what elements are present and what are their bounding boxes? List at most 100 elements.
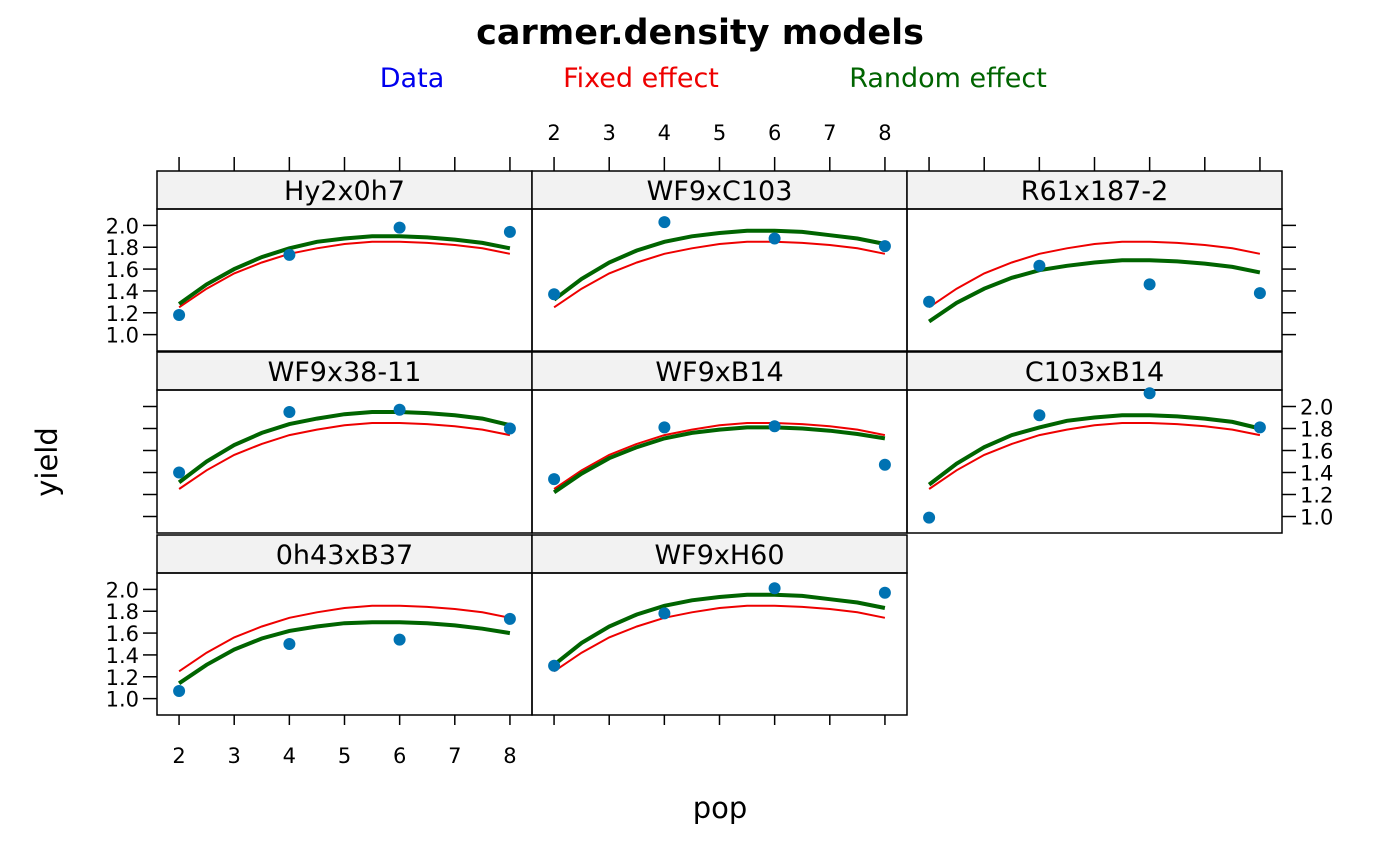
strip-0h43xB37 <box>156 534 533 574</box>
panel-frame-WF9xB14 <box>531 389 908 534</box>
data-point-C103xB14-0 <box>923 511 936 524</box>
strip-R61x187-2 <box>906 170 1283 210</box>
data-point-R61x187-2-0 <box>923 295 936 308</box>
panel-0h43xB37: 0h43xB37 <box>156 534 533 716</box>
data-point-WF9xH60-3 <box>878 586 891 599</box>
x-tick-label-top-1: 3 <box>603 121 616 145</box>
data-point-Hy2x0h7-2 <box>393 221 406 234</box>
random-effect-line-WF9x38-11 <box>177 410 511 484</box>
data-point-Hy2x0h7-0 <box>173 309 186 321</box>
fixed-effect-line-R61x187-2 <box>928 240 1261 309</box>
y-tick-label-left-2-0: 1.0 <box>106 688 139 712</box>
y-tick-label-left-0-5: 2.0 <box>106 214 139 238</box>
panel-frame-WF9xC103 <box>531 208 908 352</box>
strip-Hy2x0h7 <box>156 170 533 210</box>
panel-WF9xH60: WF9xH60 <box>531 534 908 716</box>
data-point-R61x187-2-3 <box>1253 287 1266 300</box>
data-point-WF9xH60-0 <box>548 659 561 672</box>
data-point-Hy2x0h7-3 <box>503 225 516 238</box>
y-tick-label-left-2-2: 1.4 <box>106 644 139 668</box>
x-tick-label-top-0: 2 <box>547 121 560 145</box>
random-effect-line-0h43xB37 <box>177 620 511 685</box>
x-tick-label-bottom-2: 4 <box>283 744 296 768</box>
strip-WF9x38-11 <box>156 351 533 391</box>
fixed-effect-line-Hy2x0h7 <box>178 240 511 309</box>
random-effect-line-WF9xH60 <box>552 592 886 667</box>
x-tick-label-top-6: 8 <box>878 121 891 145</box>
data-point-0h43xB37-2 <box>393 633 406 646</box>
data-point-R61x187-2-1 <box>1033 259 1046 272</box>
y-tick-label-left-2-4: 1.8 <box>106 600 139 624</box>
y-tick-label-right-1: 1.2 <box>1300 484 1333 508</box>
x-tick-label-bottom-5: 7 <box>448 744 461 768</box>
y-tick-label-left-0-2: 1.4 <box>106 280 139 304</box>
legend-random-effect: Random effect <box>849 63 1047 94</box>
data-point-WF9xC103-1 <box>658 216 671 229</box>
y-tick-label-left-2-5: 2.0 <box>106 578 139 602</box>
data-point-WF9x38-11-3 <box>503 422 516 435</box>
data-point-R61x187-2-2 <box>1143 278 1156 291</box>
random-effect-line-WF9xB14 <box>552 425 886 494</box>
x-tick-label-bottom-1: 3 <box>228 744 241 768</box>
panel-frame-0h43xB37 <box>156 572 533 716</box>
fixed-effect-line-C103xB14 <box>928 422 1261 490</box>
random-effect-line-WF9xC103 <box>552 228 886 302</box>
x-tick-label-bottom-3: 5 <box>338 744 351 768</box>
y-tick-label-left-0-3: 1.6 <box>106 258 139 282</box>
data-point-C103xB14-2 <box>1143 387 1156 400</box>
y-tick-label-left-0-4: 1.8 <box>106 236 139 260</box>
fixed-effect-line-0h43xB37 <box>178 604 511 673</box>
data-point-WF9x38-11-0 <box>173 466 186 479</box>
x-tick-label-top-3: 5 <box>713 121 726 145</box>
y-tick-label-right-2: 1.4 <box>1300 462 1333 486</box>
strip-label-WF9xB14: WF9xB14 <box>655 357 783 388</box>
panel-WF9x38-11: WF9x38-11 <box>156 351 533 534</box>
panel-C103xB14: C103xB14 <box>906 351 1283 534</box>
y-tick-label-left-2-3: 1.6 <box>106 622 139 646</box>
fixed-effect-line-WF9xH60 <box>553 604 886 673</box>
data-point-WF9xC103-3 <box>878 240 891 253</box>
panel-frame-WF9x38-11 <box>156 389 533 534</box>
strip-label-WF9xH60: WF9xH60 <box>654 540 784 571</box>
fixed-effect-line-WF9x38-11 <box>178 422 511 490</box>
legend-fixed-effect: Fixed effect <box>563 63 719 94</box>
data-point-Hy2x0h7-1 <box>283 248 296 261</box>
panel-frame-WF9xH60 <box>531 572 908 716</box>
data-point-WF9x38-11-2 <box>393 403 406 416</box>
data-point-WF9xH60-1 <box>658 607 671 620</box>
y-tick-label-left-0-0: 1.0 <box>106 324 139 348</box>
x-tick-label-bottom-6: 8 <box>503 744 516 768</box>
chart-title: carmer.density models <box>476 13 924 53</box>
data-point-C103xB14-3 <box>1253 421 1266 434</box>
y-tick-label-right-0: 1.0 <box>1300 506 1333 530</box>
panel-WF9xB14: WF9xB14 <box>531 351 908 534</box>
fixed-effect-line-WF9xC103 <box>553 240 886 309</box>
panel-frame-R61x187-2 <box>906 208 1283 352</box>
random-effect-line-Hy2x0h7 <box>177 234 511 306</box>
fixed-effect-line-WF9xB14 <box>553 422 886 490</box>
data-point-C103xB14-1 <box>1033 409 1046 422</box>
strip-label-WF9xC103: WF9xC103 <box>647 176 793 207</box>
strip-label-C103xB14: C103xB14 <box>1025 357 1164 388</box>
x-tick-label-top-4: 6 <box>768 121 781 145</box>
strip-label-R61x187-2: R61x187-2 <box>1021 176 1169 207</box>
y-tick-label-left-0-1: 1.2 <box>106 302 139 326</box>
y-axis-label: yield <box>30 427 64 497</box>
strip-label-Hy2x0h7: Hy2x0h7 <box>284 176 405 207</box>
y-tick-label-right-3: 1.6 <box>1300 440 1333 464</box>
x-axis-label: pop <box>693 791 748 825</box>
strip-label-WF9x38-11: WF9x38-11 <box>268 357 422 388</box>
y-tick-label-right-4: 1.8 <box>1300 418 1333 442</box>
strip-label-0h43xB37: 0h43xB37 <box>276 540 414 571</box>
data-point-0h43xB37-0 <box>173 685 186 697</box>
y-tick-label-left-2-1: 1.2 <box>106 666 139 690</box>
data-point-0h43xB37-3 <box>503 612 516 625</box>
data-point-WF9xB14-1 <box>658 421 671 434</box>
data-point-WF9x38-11-1 <box>283 406 296 418</box>
data-point-WF9xC103-0 <box>548 288 561 301</box>
x-tick-label-top-5: 7 <box>823 121 836 145</box>
panel-Hy2x0h7: Hy2x0h7 <box>156 170 533 352</box>
data-point-WF9xB14-0 <box>548 473 561 486</box>
data-point-0h43xB37-1 <box>283 638 296 650</box>
